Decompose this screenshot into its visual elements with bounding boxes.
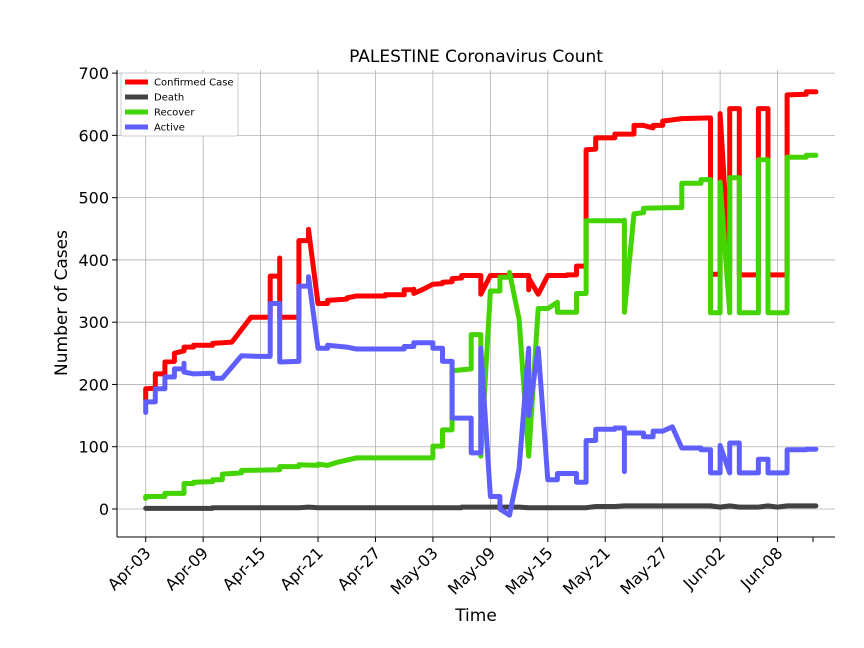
- x-axis-label: Time: [454, 606, 497, 626]
- y-ticks: 0 100 200 300 400 500 600 700: [78, 64, 117, 519]
- y-axis-label: Number of Cases: [52, 230, 72, 376]
- series-line-recover: [143, 152, 819, 501]
- y-tick-label: 300: [78, 313, 109, 332]
- y-tick-label: 600: [78, 126, 109, 145]
- y-tick-label: 400: [78, 251, 109, 270]
- chart-title: PALESTINE Coronavirus Count: [349, 47, 603, 67]
- y-tick-label: 700: [78, 64, 109, 83]
- axes: [116, 70, 835, 538]
- series-line-active: [143, 274, 819, 518]
- series-lines: [143, 89, 819, 518]
- legend: Confirmed Case Death Recover Active: [120, 72, 239, 137]
- y-tick-label: 200: [78, 375, 109, 394]
- y-tick-label: 500: [78, 189, 109, 208]
- series-line-death: [143, 503, 819, 511]
- legend-label-recover: Recover: [154, 108, 195, 119]
- legend-label-death: Death: [154, 93, 184, 104]
- legend-box: [120, 72, 239, 137]
- legend-label-active: Active: [154, 123, 185, 134]
- legend-label-confirmed-case: Confirmed Case: [154, 78, 234, 89]
- y-tick-label: 100: [78, 438, 109, 457]
- y-tick-label: 0: [99, 500, 109, 519]
